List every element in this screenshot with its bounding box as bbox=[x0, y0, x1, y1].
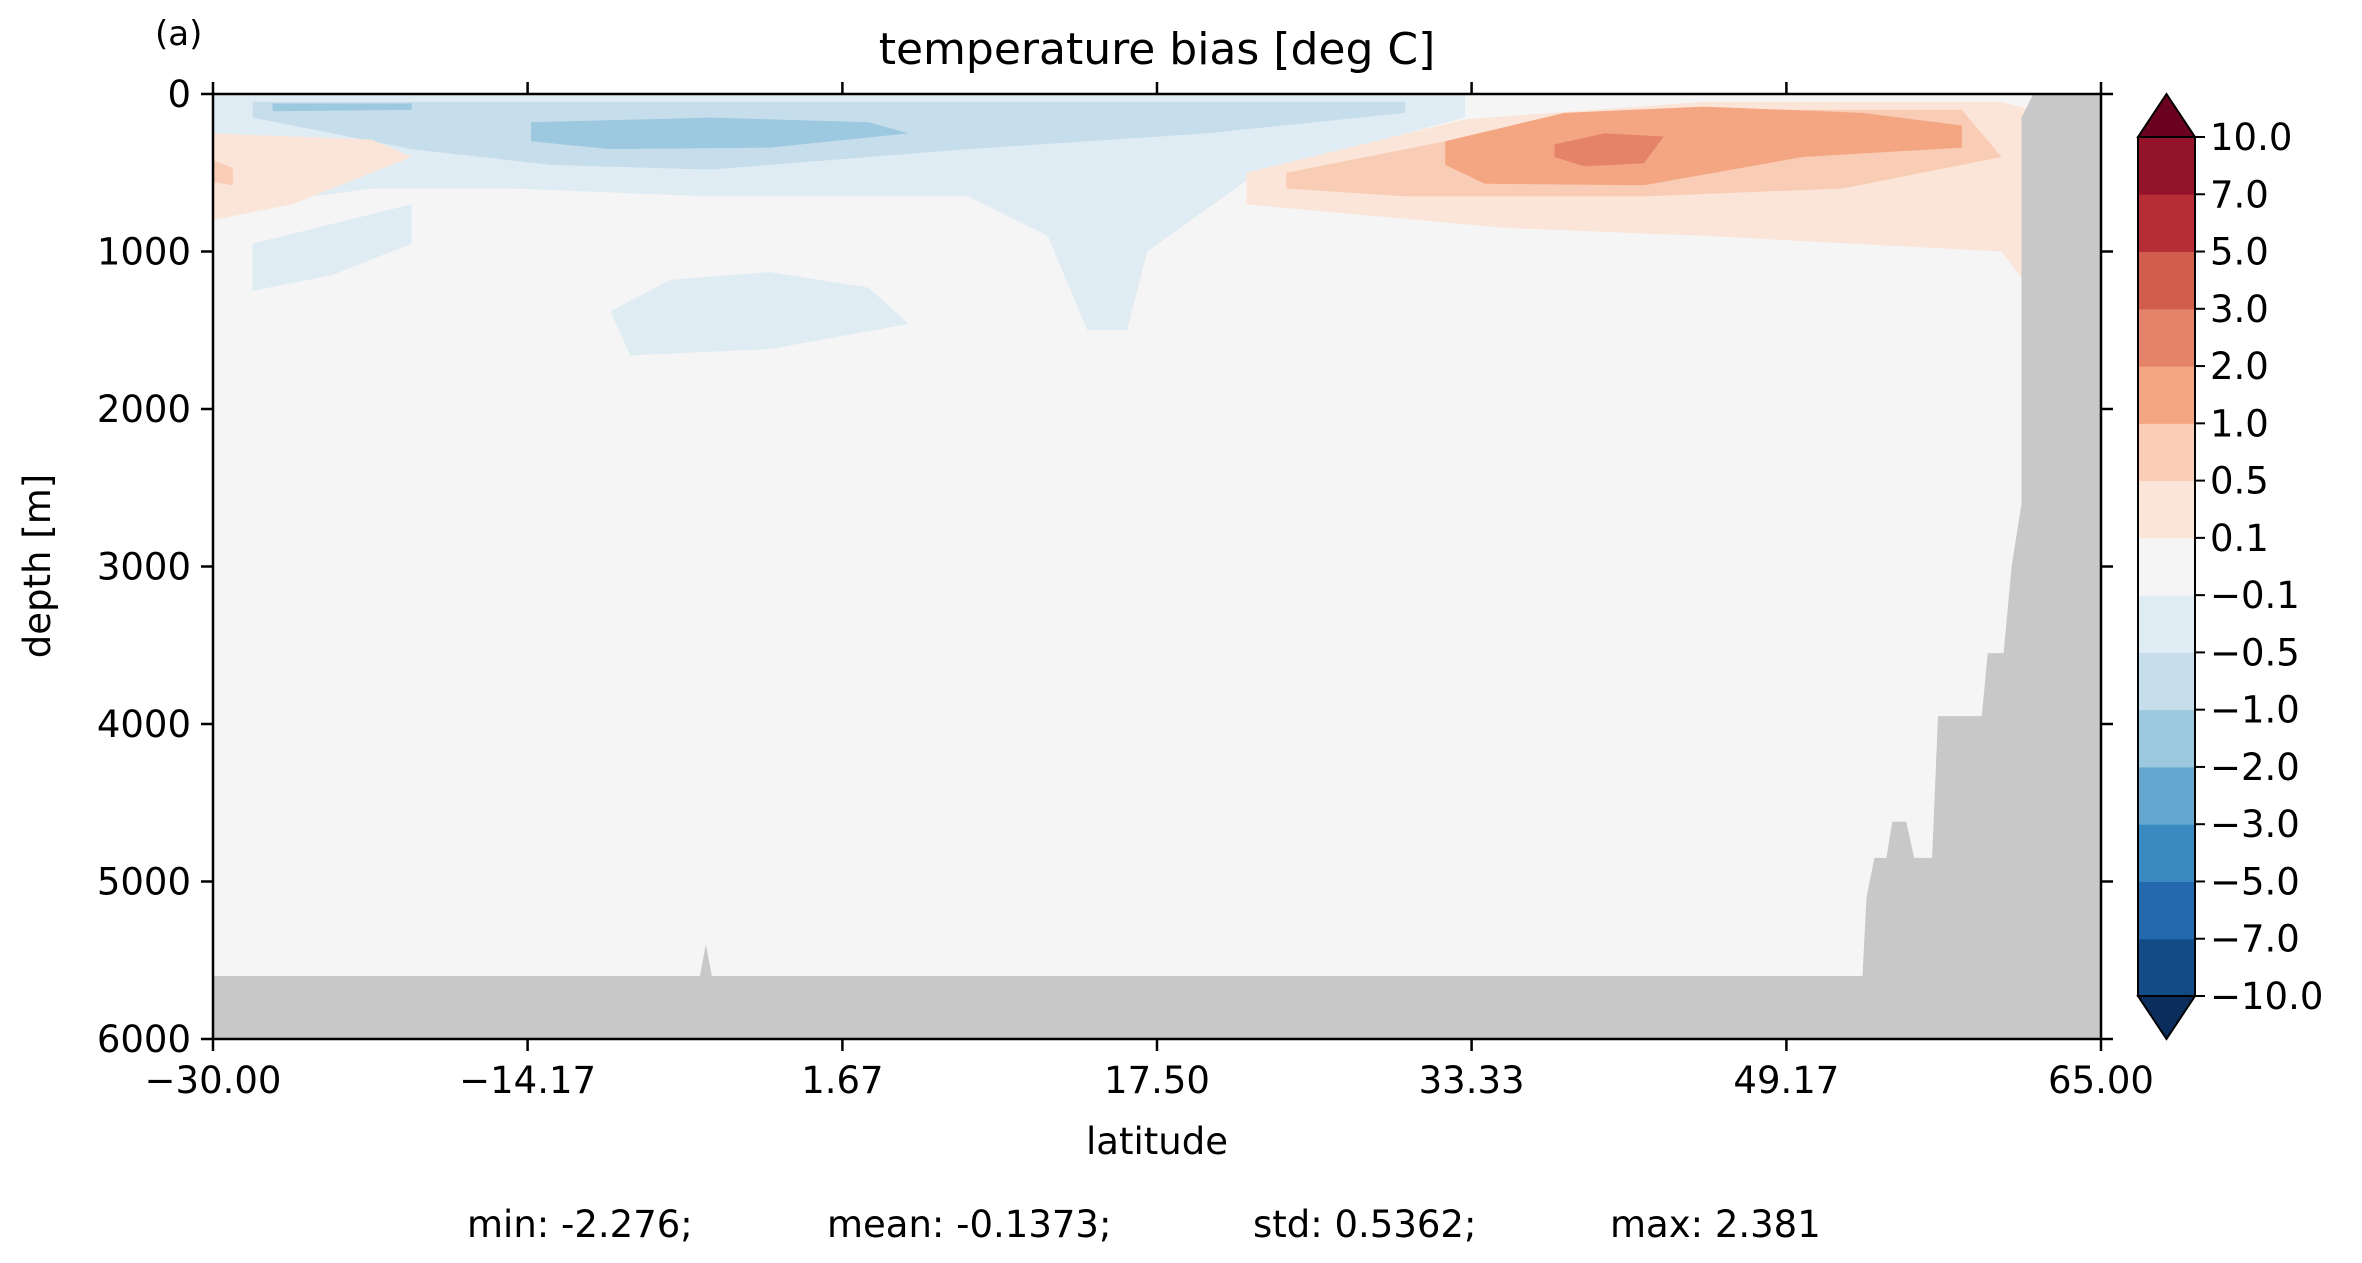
colorbar-segment bbox=[2138, 595, 2195, 653]
y-tick-label: 5000 bbox=[97, 861, 191, 904]
y-tick-label: 4000 bbox=[97, 703, 191, 746]
stat-min: min: -2.276; bbox=[467, 1203, 693, 1246]
x-tick-label: 1.67 bbox=[801, 1059, 883, 1102]
panel-label: (a) bbox=[155, 14, 202, 54]
y-tick-label: 0 bbox=[167, 73, 191, 116]
x-tick-label: −30.00 bbox=[145, 1059, 282, 1102]
colorbar-label: 3.0 bbox=[2210, 288, 2269, 331]
colorbar-label: −0.5 bbox=[2210, 631, 2300, 674]
colorbar-label: 7.0 bbox=[2210, 173, 2269, 216]
y-axis-ticks: 0 1000 2000 3000 4000 5000 6000 bbox=[97, 73, 2113, 1061]
stat-max: max: 2.381 bbox=[1610, 1203, 1821, 1246]
colorbar-label: 1.0 bbox=[2210, 402, 2269, 445]
stat-mean: mean: -0.1373; bbox=[827, 1203, 1111, 1246]
colorbar-segment bbox=[2138, 366, 2195, 424]
y-axis-label: depth [m] bbox=[16, 474, 59, 658]
colorbar-label: −0.1 bbox=[2210, 574, 2300, 617]
colorbar-label: −10.0 bbox=[2210, 975, 2323, 1018]
y-tick-label: 1000 bbox=[97, 231, 191, 274]
colorbar-label: −7.0 bbox=[2210, 918, 2300, 961]
colorbar-segment bbox=[2138, 480, 2195, 539]
colorbar-segment bbox=[2138, 709, 2195, 768]
colorbar-label: −1.0 bbox=[2210, 689, 2300, 732]
x-axis-ticks: −30.00 −14.17 1.67 17.50 33.33 49.17 65.00 bbox=[145, 82, 2154, 1102]
colorbar-segment bbox=[2138, 423, 2195, 482]
contour-neg-1.0-b bbox=[272, 103, 412, 112]
stat-std: std: 0.5362; bbox=[1253, 1203, 1476, 1246]
x-tick-label: 49.17 bbox=[1733, 1059, 1839, 1102]
contour-pos-0.5-b bbox=[213, 160, 233, 186]
colorbar-segment bbox=[2138, 537, 2195, 596]
y-tick-label: 2000 bbox=[97, 388, 191, 431]
colorbar-extend-min bbox=[2136, 995, 2197, 1041]
contour-pos-0.1-b bbox=[213, 133, 412, 220]
colorbar-segment bbox=[2138, 652, 2195, 711]
colorbar-segment bbox=[2138, 308, 2195, 367]
colorbar-label: −5.0 bbox=[2210, 860, 2300, 903]
y-tick-label: 3000 bbox=[97, 546, 191, 589]
colorbar-frame bbox=[2137, 136, 2196, 997]
x-tick-label: 65.00 bbox=[2048, 1059, 2154, 1102]
x-tick-label: −14.17 bbox=[459, 1059, 596, 1102]
colorbar-segment bbox=[2138, 137, 2195, 195]
colorbar-label: −2.0 bbox=[2210, 746, 2300, 789]
colorbar-extend-max bbox=[2136, 92, 2197, 138]
colorbar-segment bbox=[2138, 766, 2195, 825]
colorbar-segment bbox=[2138, 251, 2195, 310]
contour-neg-0.1-c bbox=[252, 204, 412, 291]
x-tick-label: 33.33 bbox=[1419, 1059, 1525, 1102]
colorbar-label: 0.5 bbox=[2210, 460, 2269, 503]
x-axis-label: latitude bbox=[1086, 1120, 1228, 1163]
contour-fields bbox=[213, 94, 2062, 356]
colorbar-segment bbox=[2138, 938, 2195, 997]
colorbar-segment bbox=[2138, 194, 2195, 253]
x-tick-label: 17.50 bbox=[1104, 1059, 1210, 1102]
plot-background bbox=[213, 94, 2101, 1039]
colorbar-label: 2.0 bbox=[2210, 345, 2269, 388]
colorbar-segment bbox=[2138, 881, 2195, 940]
colorbar-label: −3.0 bbox=[2210, 803, 2300, 846]
colorbar-label: 0.1 bbox=[2210, 517, 2269, 560]
colorbar: −10.0 −7.0 −5.0 −3.0 −2.0 −1.0 −0.5 −0.1 0.1 0.5 1… bbox=[2136, 92, 2323, 1041]
contour-pos-2.0 bbox=[1554, 133, 1664, 167]
colorbar-label: 10.0 bbox=[2210, 116, 2292, 159]
contour-pos-1.0 bbox=[1445, 106, 1962, 186]
plot-area: −30.00 −14.17 1.67 17.50 33.33 49.17 65.00 0 10… bbox=[97, 73, 2154, 1102]
bathymetry-land bbox=[213, 94, 2101, 1039]
colorbar-segment bbox=[2138, 824, 2195, 882]
y-tick-label: 6000 bbox=[97, 1018, 191, 1061]
chart-title: temperature bias [deg C] bbox=[879, 24, 1436, 75]
contour-neg-1.0 bbox=[531, 117, 909, 150]
contour-neg-0.1-b bbox=[610, 272, 909, 356]
colorbar-label: 5.0 bbox=[2210, 231, 2269, 274]
